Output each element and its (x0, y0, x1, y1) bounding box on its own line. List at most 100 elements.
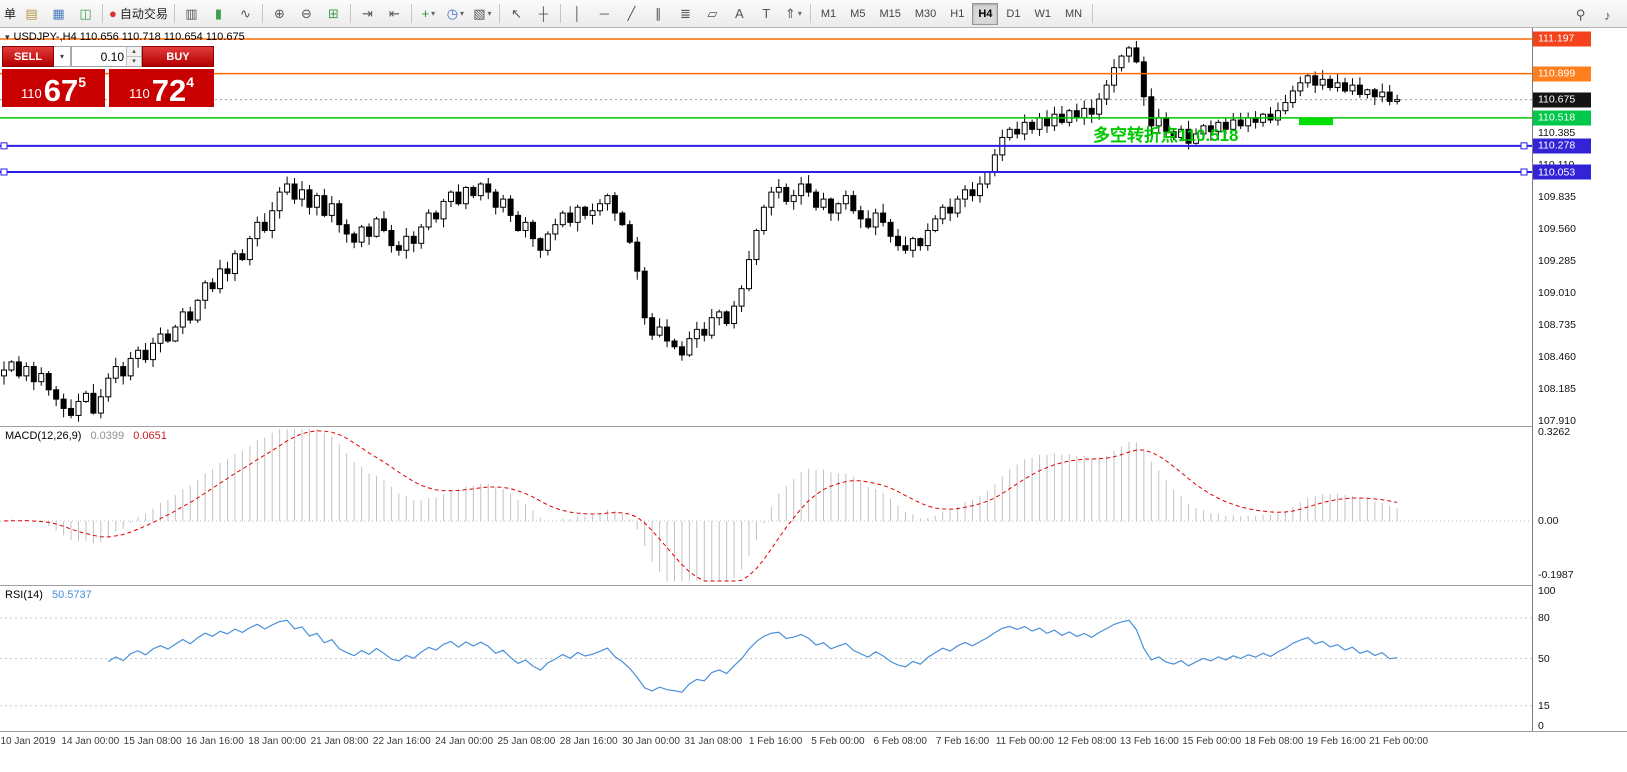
candle (820, 192, 827, 211)
line-handle[interactable] (1520, 168, 1528, 176)
candle (842, 190, 849, 210)
cursor-icon[interactable]: ↖ (510, 5, 522, 21)
highlight-segment[interactable] (1299, 118, 1333, 126)
candle (746, 250, 752, 292)
candle (15, 356, 22, 379)
candle (887, 219, 894, 243)
axis-price-label: 109.835 (1538, 191, 1576, 204)
time-label: 18 Feb 08:00 (1244, 736, 1304, 747)
channel-icon[interactable]: ∥ (655, 5, 662, 21)
trade-options-caret-icon[interactable]: ▾ (54, 46, 71, 67)
annotation-text[interactable]: 多空转折点110.518 (1093, 125, 1239, 145)
time-label: 12 Feb 08:00 (1057, 736, 1117, 747)
horizontal-line-icon[interactable]: ─ (599, 6, 609, 21)
candle (589, 203, 596, 225)
buy-button[interactable]: BUY (142, 46, 214, 67)
lot-increase-button[interactable]: ▴ (127, 47, 141, 56)
price-axis[interactable]: 110.385110.110109.835109.560109.285109.0… (1532, 28, 1627, 732)
search-icon[interactable]: ⚲ (1575, 7, 1586, 22)
timeframe-mn[interactable]: MN (1064, 7, 1083, 20)
candle (276, 187, 283, 219)
templates-icon[interactable]: ▧ ▾ (473, 5, 492, 21)
timeframe-m5[interactable]: M5 (850, 7, 866, 20)
sell-button[interactable]: SELL (2, 46, 54, 67)
candle (865, 210, 872, 230)
textbox-icon[interactable]: T (762, 6, 771, 21)
candle (1304, 73, 1311, 88)
fibonacci-icon[interactable]: ≣ (679, 5, 691, 21)
timeframe-w1[interactable]: W1 (1034, 7, 1051, 20)
candle (731, 300, 738, 329)
new-chart-icon[interactable]: ▦ (52, 5, 65, 21)
buy-quote[interactable]: 110 72 4 (109, 69, 214, 107)
time-axis[interactable]: 10 Jan 2019 14 Jan 00:00 15 Jan 08:00 16 Ja… (0, 732, 1627, 760)
toolbar-separator (102, 4, 104, 23)
sell-quote[interactable]: 110 67 5 (2, 69, 105, 107)
candle (1364, 88, 1371, 99)
lot-decrease-button[interactable]: ▾ (127, 56, 141, 66)
arrows-icon[interactable]: ⇑ ▾ (784, 5, 802, 21)
candle (75, 393, 82, 422)
candle (1282, 94, 1289, 115)
auto-trading-button[interactable]: ● 自动交易 (109, 6, 168, 21)
candle (97, 389, 104, 419)
timeframe-d1[interactable]: D1 (1006, 7, 1021, 20)
periods-icon[interactable]: ◷ ▾ (446, 5, 465, 21)
auto-scroll-icon[interactable]: ⇥ (361, 5, 373, 21)
candlestick-chart-icon[interactable]: ▮ (214, 5, 222, 21)
axis-price-label: 109.010 (1538, 287, 1576, 300)
crosshair-icon[interactable]: ┼ (538, 6, 548, 21)
panel-separator[interactable] (0, 585, 1627, 586)
candle (1193, 128, 1199, 145)
candle (1103, 80, 1110, 105)
zoom-in-icon[interactable]: ⊕ (273, 5, 285, 21)
timeframe-h1[interactable]: H1 (950, 7, 965, 20)
candle (537, 237, 544, 258)
line-handle[interactable] (0, 168, 8, 176)
candle (105, 373, 112, 402)
zoom-out-icon[interactable]: ⊖ (300, 5, 312, 21)
line-handle[interactable] (1520, 142, 1528, 150)
tile-windows-icon[interactable]: ⊞ (327, 5, 339, 21)
candle (1312, 71, 1319, 93)
line-chart-icon[interactable]: ∿ (239, 5, 251, 21)
axis-price-label: 109.285 (1538, 255, 1576, 268)
candle (164, 329, 171, 344)
trendline-icon[interactable]: ╱ (627, 5, 636, 21)
candle (1148, 88, 1155, 135)
candle (187, 306, 194, 324)
new-order-icon[interactable]: ▤ (25, 5, 38, 21)
line-handle[interactable] (0, 142, 8, 150)
lot-size-input[interactable] (72, 47, 126, 66)
candle (671, 338, 678, 350)
rsi-header: RSI(14) 50.5737 (5, 589, 92, 601)
candle (1118, 54, 1125, 72)
timeframe-h4[interactable]: H4 (972, 2, 999, 25)
profiles-icon[interactable]: ◫ (79, 5, 92, 21)
candle (366, 223, 373, 245)
price-chart: 多空转折点110.518 (0, 38, 1532, 422)
candle (373, 216, 380, 238)
level-price-box: 110.518 (1533, 110, 1591, 126)
indicators-icon[interactable]: + ▾ (421, 6, 436, 21)
timeframe-m15[interactable]: M15 (879, 7, 901, 20)
chart-shift-icon[interactable]: ⇤ (388, 5, 400, 21)
candle (574, 204, 581, 232)
vertical-line-icon[interactable]: │ (573, 6, 582, 21)
candle (1222, 117, 1229, 135)
timeframe-m1[interactable]: M1 (820, 7, 837, 20)
toolbar-separator (349, 4, 351, 23)
shapes-icon[interactable]: ▱ (707, 5, 718, 21)
buy-price-pip: 4 (186, 74, 194, 90)
candle (1356, 77, 1363, 98)
timeframe-m30[interactable]: M30 (914, 7, 937, 20)
alerts-icon[interactable]: ♪ (1604, 7, 1611, 23)
panel-separator[interactable] (0, 426, 1627, 427)
bar-chart-icon[interactable]: ▥ (185, 5, 198, 21)
text-icon[interactable]: A (735, 6, 744, 21)
time-label: 30 Jan 00:00 (622, 736, 680, 747)
toolbar-prefix-label: 单 (4, 7, 17, 21)
one-click-toggle-icon[interactable]: ▾ (5, 31, 10, 42)
time-label: 21 Feb 00:00 (1369, 736, 1429, 747)
candle (902, 236, 909, 254)
